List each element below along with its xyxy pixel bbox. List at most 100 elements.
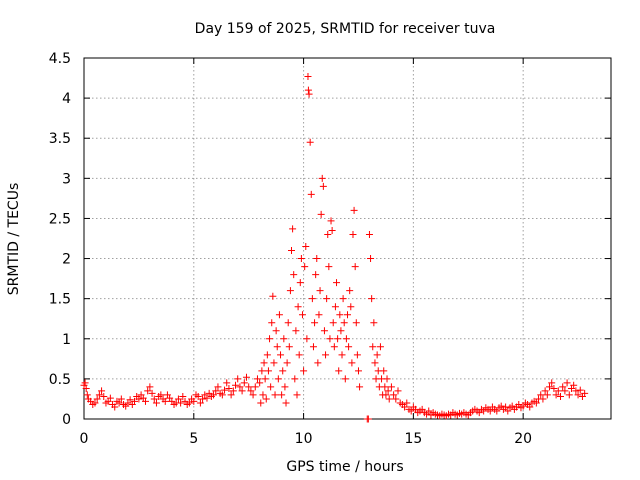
data-point (392, 395, 400, 403)
data-point (339, 295, 347, 303)
x-tick-label: 15 (404, 431, 422, 447)
data-point (199, 395, 207, 403)
data-point (210, 391, 218, 399)
data-point (212, 387, 220, 395)
data-point (152, 399, 160, 407)
data-point (274, 375, 282, 383)
y-tick-label: 3 (62, 171, 71, 187)
data-point (381, 383, 389, 391)
y-tick-label: 2.5 (49, 211, 71, 227)
data-point (570, 381, 578, 389)
data-point (335, 367, 343, 375)
data-point (574, 391, 582, 399)
data-point (232, 381, 240, 389)
data-point (581, 389, 589, 397)
data-point (340, 319, 348, 327)
data-point (289, 225, 297, 233)
data-point (285, 343, 293, 351)
data-point (309, 343, 317, 351)
data-point (257, 399, 265, 407)
data-point (303, 335, 311, 343)
data-point (238, 387, 246, 395)
data-point (352, 319, 360, 327)
data-point (319, 182, 327, 190)
y-tick-label: 2 (62, 252, 71, 268)
data-point (486, 407, 494, 415)
data-point (307, 190, 315, 198)
data-point (342, 335, 350, 343)
data-point (328, 226, 336, 234)
data-point (283, 359, 291, 367)
data-point (260, 359, 268, 367)
data-point (269, 292, 277, 300)
data-point (273, 343, 281, 351)
data-point (322, 351, 330, 359)
data-point (543, 391, 551, 399)
data-point (552, 391, 560, 399)
data-point (537, 391, 545, 399)
data-point (234, 375, 242, 383)
data-point (337, 327, 345, 335)
plot-frame (83, 57, 612, 420)
x-axis-label: GPS time / hours (286, 459, 403, 475)
data-point (292, 327, 300, 335)
data-point (214, 383, 222, 391)
data-point (179, 393, 187, 401)
data-point (284, 319, 292, 327)
data-point (150, 395, 158, 403)
data-point (290, 271, 298, 279)
data-point (368, 295, 376, 303)
data-point (572, 387, 580, 395)
data-point (347, 303, 355, 311)
data-point (236, 383, 244, 391)
data-point (203, 394, 211, 402)
data-point (380, 367, 388, 375)
y-tick-label: 3.5 (49, 131, 71, 147)
data-point (247, 387, 255, 395)
data-point (344, 311, 351, 319)
data-point (240, 379, 248, 387)
data-point (294, 303, 302, 311)
data-point (320, 327, 328, 335)
data-point (225, 385, 233, 393)
data-point (83, 391, 91, 399)
data-point (249, 391, 257, 399)
data-point (98, 387, 106, 395)
data-point (550, 385, 558, 393)
data-point (106, 394, 114, 402)
data-point (576, 386, 584, 394)
data-point (271, 391, 279, 399)
data-point (327, 217, 335, 225)
data-point (387, 383, 395, 391)
data-point (546, 383, 554, 391)
chart-title: Day 159 of 2025, SRMTID for receiver tuv… (195, 21, 496, 37)
data-point (161, 397, 169, 405)
x-tick-label: 0 (80, 431, 89, 447)
data-point (297, 255, 305, 263)
y-axis-label: SRMTID / TECUs (6, 183, 22, 296)
data-point (146, 383, 154, 391)
data-point (401, 403, 409, 411)
data-point (351, 263, 359, 271)
data-point (177, 399, 185, 407)
data-point (311, 319, 319, 327)
data-point (141, 397, 149, 405)
data-point (270, 359, 278, 367)
data-point (258, 367, 266, 375)
data-point (331, 303, 339, 311)
data-point (541, 387, 549, 395)
data-point (532, 399, 540, 407)
y-tick-label: 1.5 (49, 292, 71, 308)
data-point (548, 379, 556, 387)
y-tick-label: 1 (62, 332, 71, 348)
data-point (174, 395, 182, 403)
data-point (223, 379, 231, 387)
grid-lines (84, 58, 611, 419)
data-point (323, 295, 331, 303)
data-point (286, 287, 294, 295)
data-point (288, 247, 296, 255)
data-point (221, 386, 229, 394)
data-point (364, 415, 372, 423)
data-point (266, 335, 274, 343)
